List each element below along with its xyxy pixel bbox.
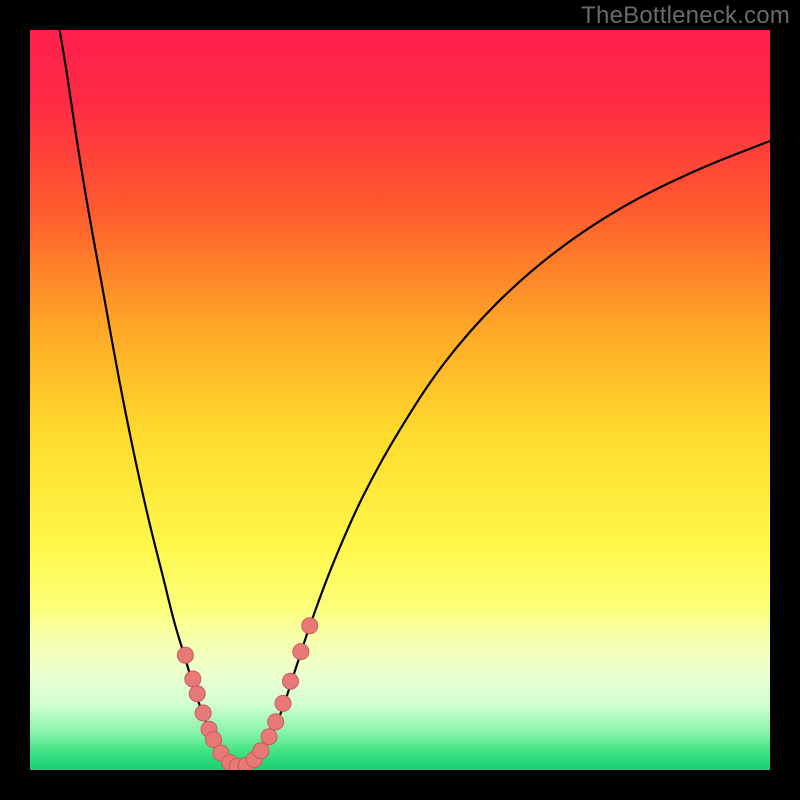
- data-marker: [195, 705, 211, 721]
- data-marker: [189, 686, 205, 702]
- data-marker: [293, 644, 309, 660]
- data-marker: [253, 743, 269, 759]
- data-marker: [268, 714, 284, 730]
- data-marker: [282, 673, 298, 689]
- data-marker: [261, 729, 277, 745]
- plot-area: [30, 30, 770, 770]
- chart-root: TheBottleneck.com: [0, 0, 800, 800]
- data-marker: [302, 618, 318, 634]
- data-marker: [185, 671, 201, 687]
- bottleneck-curve: [60, 30, 770, 767]
- data-marker: [177, 647, 193, 663]
- marker-group: [177, 618, 317, 770]
- watermark-text: TheBottleneck.com: [581, 2, 790, 30]
- chart-overlay: [30, 30, 770, 770]
- data-marker: [275, 695, 291, 711]
